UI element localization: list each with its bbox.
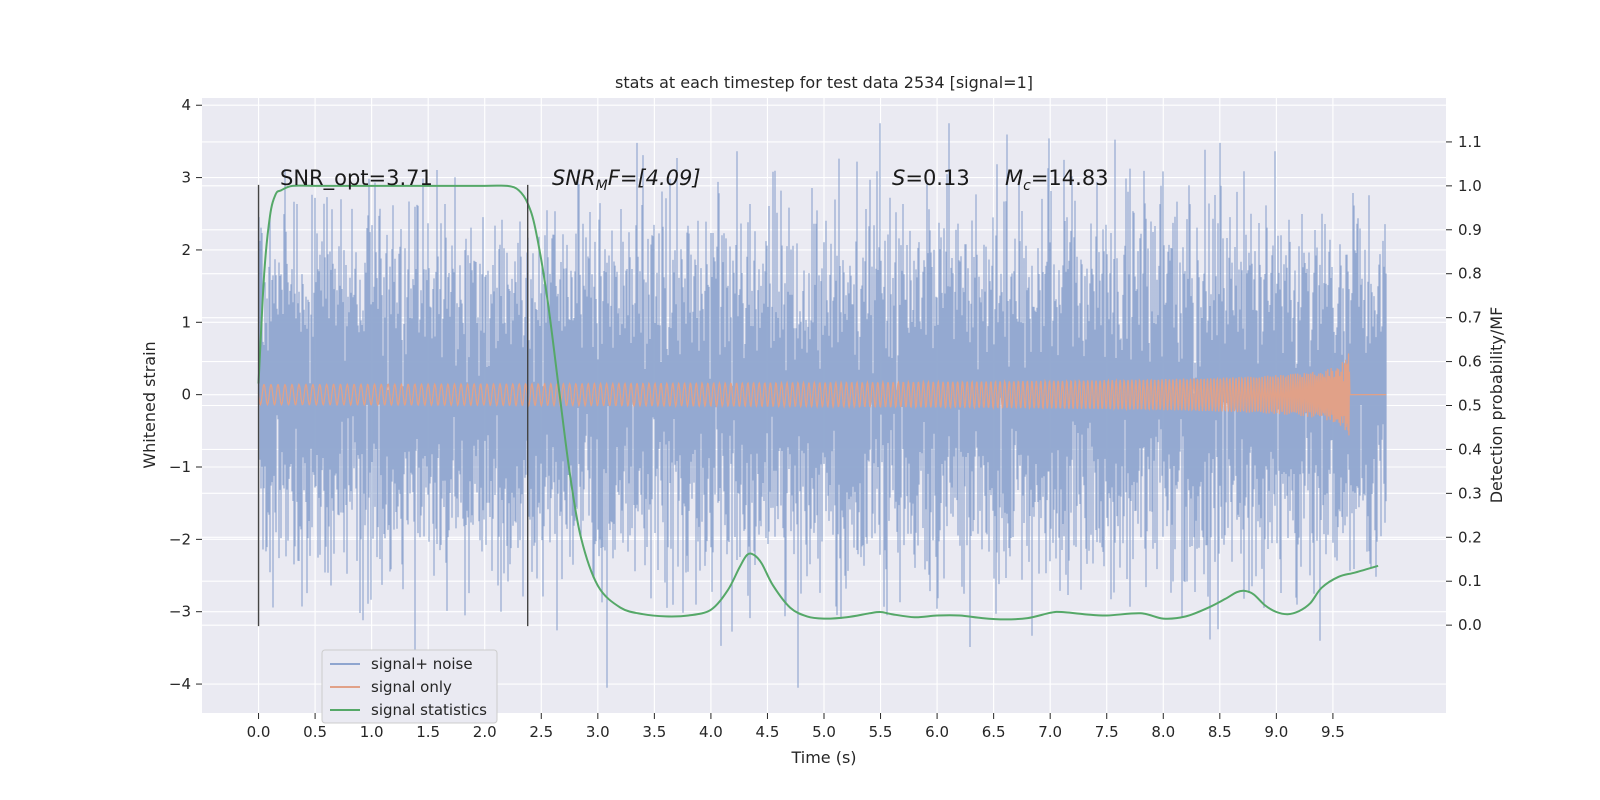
x-tick-label: 7.5 (1095, 723, 1119, 741)
y-right-tick-label: 0.4 (1458, 440, 1482, 458)
x-tick-label: 4.0 (699, 723, 723, 741)
x-axis-ticks: 0.0 0.5 1.0 1.5 2.0 2.5 3.0 3.5 4.0 4.5 5.0 5.5 6.0 6… (247, 713, 1345, 741)
y-tick-label: −1 (169, 458, 191, 476)
y-right-tick-label: 0.2 (1458, 528, 1482, 546)
x-tick-label: 5.5 (869, 723, 893, 741)
x-tick-label: 3.5 (642, 723, 666, 741)
mc-annotation: Mc=14.83 (1005, 166, 1109, 194)
x-tick-label: 9.0 (1264, 723, 1288, 741)
y-tick-label: −2 (169, 530, 191, 548)
x-tick-label: 1.0 (360, 723, 384, 741)
x-tick-label: 0.5 (303, 723, 327, 741)
signal-only-trace (257, 353, 1387, 436)
x-tick-label: 0.0 (247, 723, 271, 741)
y-tick-label: 4 (181, 96, 191, 114)
legend-label-stats: signal statistics (371, 701, 487, 719)
x-axis-label: Time (s) (790, 748, 856, 767)
y-tick-label: −4 (169, 675, 191, 693)
x-tick-label: 1.5 (416, 723, 440, 741)
s-annotation: S=0.13 (892, 166, 970, 190)
y-right-tick-label: 0.5 (1458, 397, 1482, 415)
legend-box (321, 649, 498, 724)
x-tick-label: 7.0 (1038, 723, 1062, 741)
x-tick-label: 8.5 (1208, 723, 1232, 741)
x-tick-label: 9.5 (1321, 723, 1345, 741)
y-tick-label: 3 (181, 169, 191, 187)
y-right-tick-label: 0.6 (1458, 353, 1482, 371)
y-tick-label: −3 (169, 603, 191, 621)
x-tick-label: 3.0 (586, 723, 610, 741)
y-tick-label: 1 (181, 313, 191, 331)
x-tick-label: 8.0 (1151, 723, 1175, 741)
chart-title: stats at each timestep for test data 253… (615, 73, 1033, 92)
snr-opt-annotation: SNR_opt=3.71 (280, 166, 433, 191)
x-tick-label: 4.5 (756, 723, 780, 741)
mc-symbol: M (1005, 166, 1023, 190)
signal-statistics-series (257, 184, 1379, 621)
y-tick-label: 2 (181, 241, 191, 259)
snr-mf-annotation: SNRMF=[4.09] (552, 166, 701, 194)
y-axis-left-ticks: 4 3 2 1 0 −1 −2 −3 −4 (169, 96, 202, 693)
y-axis-left-label: Whitened strain (140, 341, 159, 468)
y-right-tick-label: 1.0 (1458, 177, 1482, 195)
x-tick-label: 2.0 (473, 723, 497, 741)
y-axis-right-label: Detection probability/MF (1487, 307, 1506, 504)
legend: signal+ noise signal only signal statist… (321, 649, 498, 724)
y-right-tick-label: 0.7 (1458, 309, 1482, 327)
x-tick-label: 6.0 (925, 723, 949, 741)
x-tick-label: 5.0 (812, 723, 836, 741)
y-right-tick-label: 0.3 (1458, 484, 1482, 502)
snr-mf-subscript: M (596, 178, 608, 194)
legend-label-signal: signal only (371, 678, 452, 696)
x-tick-label: 6.5 (982, 723, 1006, 741)
mc-value: =14.83 (1031, 166, 1109, 190)
y-right-tick-label: 0.9 (1458, 221, 1482, 239)
y-right-tick-label: 0.8 (1458, 265, 1482, 283)
y-tick-label: 0 (181, 386, 191, 404)
s-symbol: S (892, 166, 905, 190)
legend-label-noise: signal+ noise (371, 655, 473, 673)
s-value: =0.13 (905, 166, 969, 190)
x-tick-label: 2.5 (529, 723, 553, 741)
y-axis-right-ticks: 1.1 1.0 0.9 0.8 0.7 0.6 0.5 0.4 0.3 0.2 0.1 0.0 (1446, 133, 1482, 634)
snr-mf-value: F=[4.09] (608, 166, 701, 190)
event-vertical-lines (257, 184, 529, 627)
signal-only-series (257, 353, 1387, 436)
y-right-tick-label: 0.0 (1458, 616, 1482, 634)
y-right-tick-label: 0.1 (1458, 572, 1482, 590)
snr-mf-symbol: SNR (552, 166, 596, 190)
signal-statistics-trace (257, 184, 1379, 621)
mc-subscript: c (1023, 178, 1031, 194)
y-right-tick-label: 1.1 (1458, 133, 1482, 151)
